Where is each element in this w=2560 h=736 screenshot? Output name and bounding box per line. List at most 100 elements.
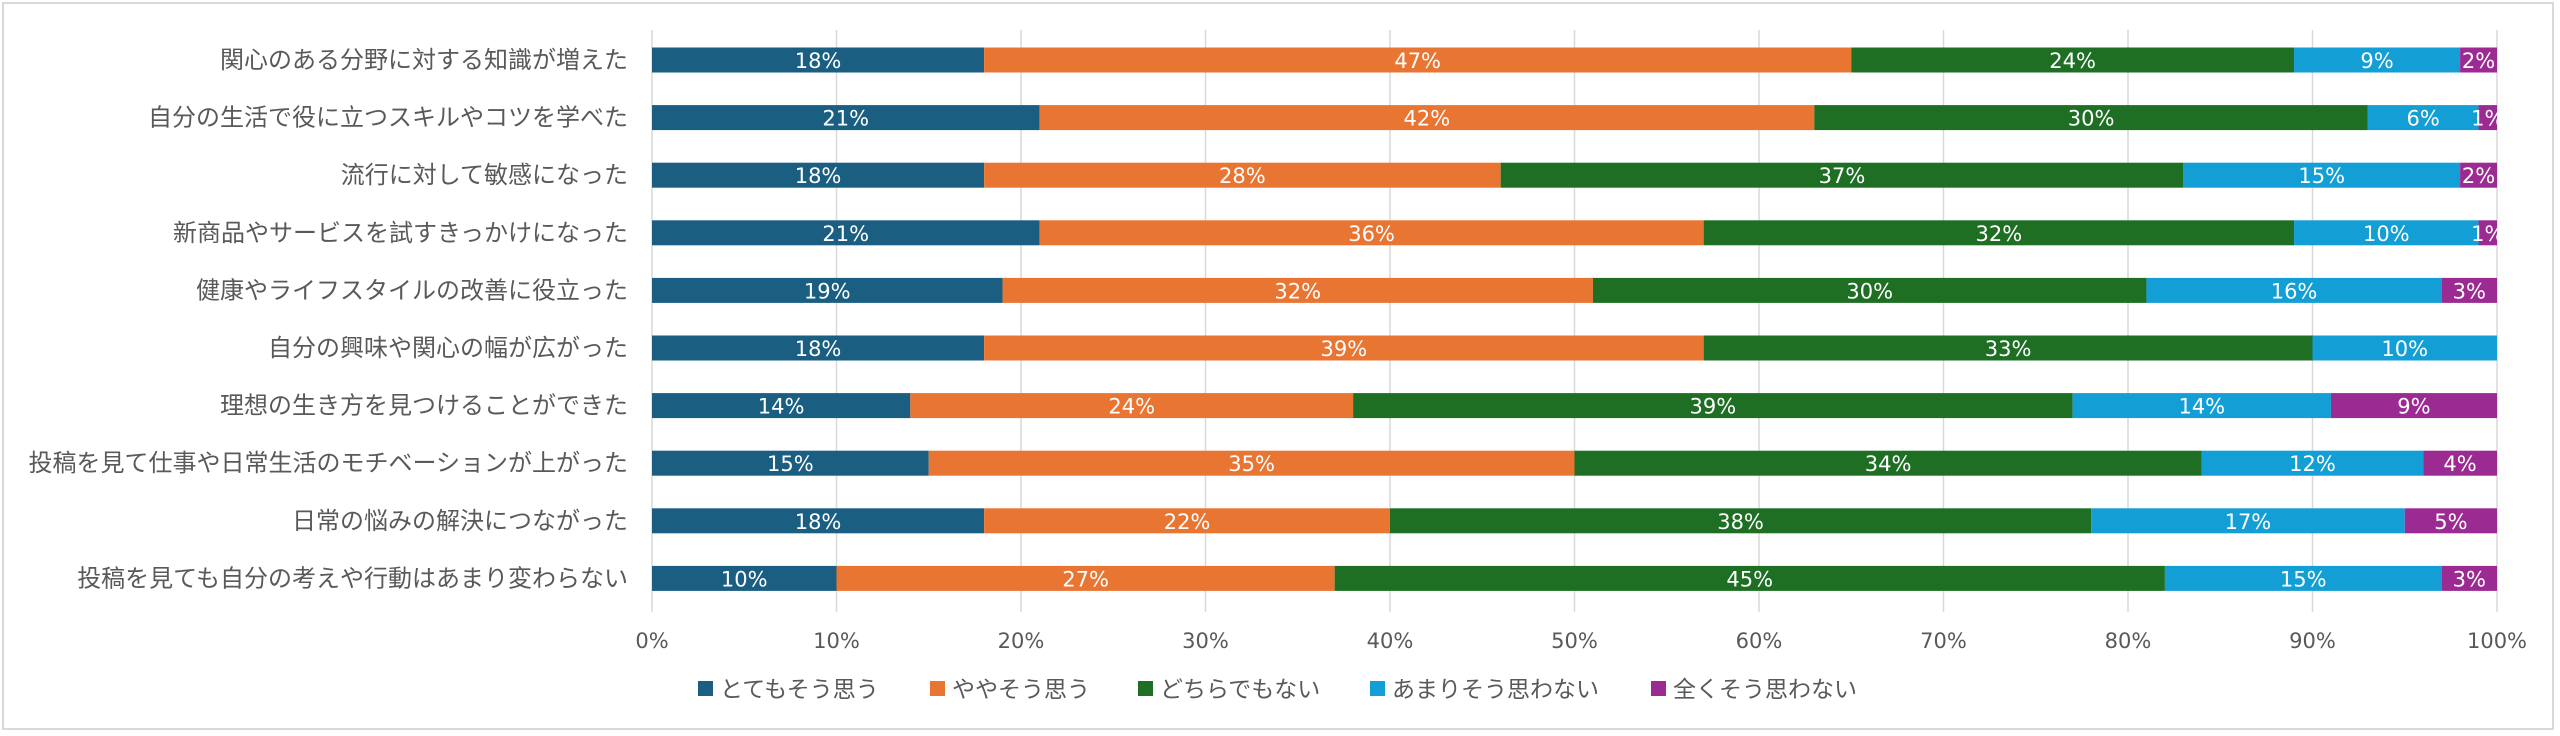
bar-segment (652, 47, 985, 73)
bar-segment (1390, 508, 2092, 534)
data-label: 9% (2360, 49, 2393, 73)
legend-swatch (1138, 681, 1153, 696)
bar-segment (2072, 393, 2331, 419)
x-tick-label: 100% (2467, 629, 2527, 653)
category-label: 関心のある分野に対する知識が増えた (220, 46, 628, 74)
x-tick-labels: 0% 10% 20% 30% 40% 50% 60% 70% 80% 90% 100% (635, 629, 2527, 653)
legend-label: あまりそう思わない (1392, 677, 1599, 703)
bar-segment (2441, 565, 2497, 591)
data-label: 22% (1164, 510, 1211, 534)
bar-segment (2423, 450, 2497, 476)
bar-segment (910, 393, 1354, 419)
bar-segment (1334, 565, 2165, 591)
bar-segment (1814, 105, 2368, 131)
data-label: 9% (2397, 395, 2430, 419)
bar-segment (2294, 220, 2479, 246)
legend-label: とてもそう思う (720, 677, 879, 703)
category-label: 理想の生き方を見つけることができた (220, 392, 628, 420)
data-label: 21% (822, 107, 869, 131)
bar-segment (2460, 47, 2497, 73)
category-label: 流行に対して敏感になった (341, 161, 628, 189)
category-labels: 関心のある分野に対する知識が増えた自分の生活で役に立つスキルやコツを学べた流行に… (28, 46, 628, 592)
category-label: 新商品やサービスを試すきっかけになった (173, 219, 628, 247)
bar-segment (984, 508, 1390, 534)
data-label: 28% (1219, 164, 1266, 188)
data-label: 27% (1062, 567, 1109, 591)
data-label: 30% (1846, 279, 1893, 303)
data-label: 33% (1985, 337, 2032, 361)
bar-segment (1703, 335, 2313, 361)
data-label: 36% (1348, 222, 1395, 246)
x-tick-label: 60% (1736, 629, 1783, 653)
data-label: 2% (2462, 164, 2495, 188)
data-label: 39% (1690, 395, 1737, 419)
bar-segment (2164, 565, 2442, 591)
bar-segment (1002, 277, 1593, 303)
bar-segment (928, 450, 1575, 476)
data-label: 35% (1228, 452, 1275, 476)
bar-segment (2441, 277, 2497, 303)
data-label: 42% (1404, 107, 1451, 131)
data-label: 24% (2049, 49, 2096, 73)
data-label: 32% (1274, 279, 1321, 303)
data-label: 18% (795, 49, 842, 73)
x-tick-label: 0% (635, 629, 668, 653)
legend-swatch (930, 681, 945, 696)
bar-segment (2460, 162, 2497, 188)
legend-label: どちらでもない (1160, 677, 1320, 703)
data-label: 1% (2471, 222, 2504, 246)
category-label: 健康やライフスタイルの改善に役立った (196, 276, 628, 304)
bar-segment (652, 450, 929, 476)
x-tick-label: 30% (1182, 629, 1229, 653)
bar-segment (1500, 162, 2184, 188)
bar-segment (2201, 450, 2424, 476)
bar-segment (984, 47, 1852, 73)
bar-segment (2330, 393, 2497, 419)
bar-segment (984, 335, 1704, 361)
bar-segment (836, 565, 1335, 591)
data-label: 2% (2462, 49, 2495, 73)
category-label: 自分の生活で役に立つスキルやコツを学べた (148, 104, 628, 132)
bar-segment (1039, 105, 1815, 131)
data-label: 15% (2280, 567, 2327, 591)
bar-segment (1039, 220, 1704, 246)
bar-segment (652, 220, 1040, 246)
x-tick-label: 10% (813, 629, 860, 653)
data-label: 24% (1108, 395, 1155, 419)
category-label: 自分の興味や関心の幅が広がった (268, 334, 628, 362)
data-label: 47% (1394, 49, 1441, 73)
legend-label: 全くそう思わない (1673, 677, 1857, 703)
legend-label: ややそう思う (952, 677, 1090, 703)
category-label: 日常の悩みの解決につながった (292, 507, 628, 535)
bar-segment (1851, 47, 2295, 73)
data-label: 10% (2363, 222, 2410, 246)
legend: とてもそう思う ややそう思う どちらでもない あまりそう思わない 全くそう思わない (698, 677, 1857, 703)
bar-segment (2404, 508, 2497, 534)
bar-segment (2367, 105, 2479, 131)
bar-segment (652, 335, 985, 361)
bar-segment (1703, 220, 2295, 246)
category-label: 投稿を見て仕事や日常生活のモチベーションが上がった (28, 449, 628, 477)
bar-segment (1574, 450, 2202, 476)
data-label: 5% (2434, 510, 2467, 534)
x-tick-label: 40% (1367, 629, 1414, 653)
bar-segment (2146, 277, 2442, 303)
bar-segment (652, 105, 1040, 131)
data-label: 45% (1726, 567, 1773, 591)
data-label: 18% (795, 164, 842, 188)
bar-segment (652, 277, 1003, 303)
bar-segment (2091, 508, 2405, 534)
data-label: 37% (1819, 164, 1866, 188)
data-label: 4% (2443, 452, 2476, 476)
bar-segment (652, 393, 911, 419)
bar-segment (2478, 105, 2497, 131)
x-tick-label: 70% (1920, 629, 1967, 653)
data-label: 17% (2225, 510, 2272, 534)
bar-segment (2183, 162, 2461, 188)
x-tick-label: 80% (2105, 629, 2152, 653)
data-label: 18% (795, 337, 842, 361)
bar-segment (652, 508, 985, 534)
x-tick-label: 50% (1551, 629, 1598, 653)
legend-swatch (1651, 681, 1666, 696)
